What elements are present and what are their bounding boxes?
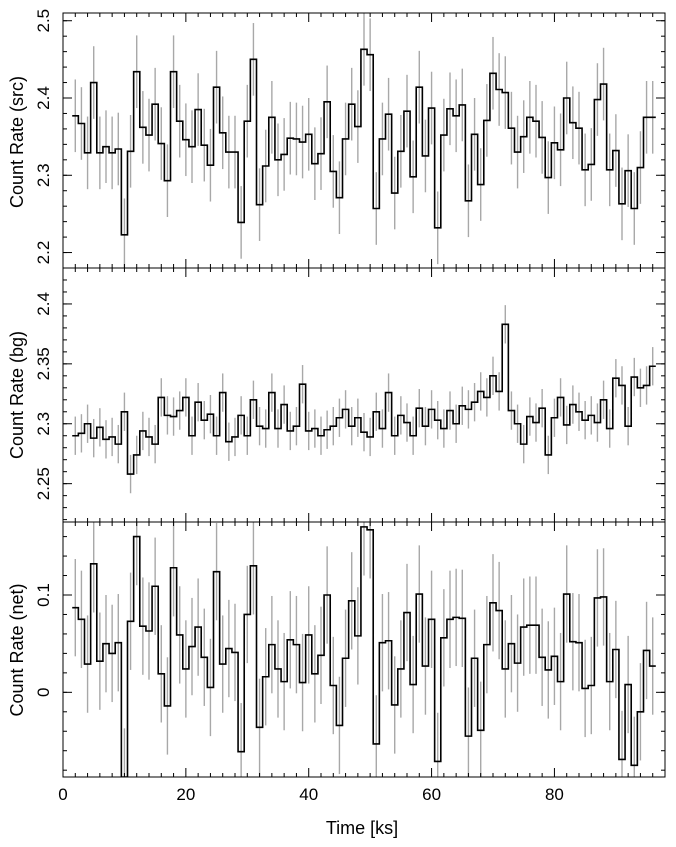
panel-frame: [62, 521, 666, 778]
y-tick-label: 2.5: [34, 9, 53, 33]
ylabel-src: Count Rate (src): [7, 76, 27, 208]
series-step-line: [72, 526, 656, 777]
y-tick-label: 2.4: [34, 86, 53, 110]
x-tick-label: 60: [422, 785, 441, 804]
y-tick-label: 2.4: [34, 292, 53, 316]
plot-area: [72, 522, 656, 777]
src-panel: 2.2 2.3 2.4 2.5: [34, 9, 666, 269]
bg-panel: 2.25 2.3 2.35 2.4: [34, 267, 666, 523]
series-step-line: [72, 323, 656, 475]
series-step-line: [72, 48, 656, 236]
ylabel-bg: Count Rate (bg): [7, 331, 27, 459]
y-tick-label: 2.3: [34, 412, 53, 436]
y-tick-label: 0.1: [34, 583, 53, 607]
panel-frame: [62, 267, 666, 523]
xlabel-time: Time [ks]: [326, 818, 398, 838]
x-tick-label: 40: [299, 785, 318, 804]
y-tick-label: 2.3: [34, 163, 53, 187]
x-tick-label: 20: [176, 785, 195, 804]
plot-area: [72, 305, 656, 494]
y-tick-label: 2.35: [34, 347, 53, 380]
x-tick-label: 80: [545, 785, 564, 804]
y-tick-label: 0: [34, 688, 53, 697]
ylabel-net: Count Rate (net): [7, 583, 27, 716]
plot-area: [72, 13, 656, 268]
net-panel: 0 0.1 0 20 40 60 80: [34, 521, 666, 804]
y-tick-label: 2.25: [34, 467, 53, 500]
x-tick-label: 0: [58, 785, 67, 804]
y-tick-label: 2.2: [34, 241, 53, 265]
